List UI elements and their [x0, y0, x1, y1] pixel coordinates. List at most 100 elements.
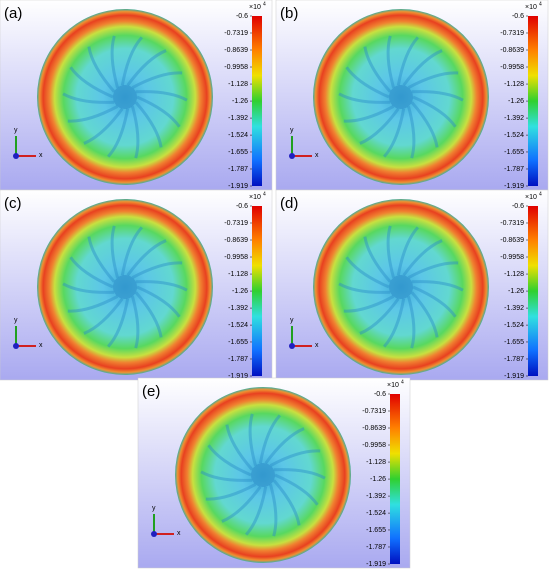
z-axis-dot	[289, 153, 295, 159]
colorbar-tick-label: -0.6	[236, 13, 248, 20]
swirl	[131, 71, 183, 89]
z-axis-dot	[151, 531, 157, 537]
colorbar-exponent: 4	[539, 1, 542, 7]
colorbar-tick-label: -1.787	[366, 544, 386, 551]
colorbar-tick-label: -0.9958	[224, 254, 248, 261]
colorbar-exponent: 4	[539, 191, 542, 197]
dome-center	[251, 463, 275, 487]
swirl	[225, 424, 254, 471]
axis-label-x: x	[39, 152, 43, 159]
colorbar-tick-label: -1.787	[504, 356, 524, 363]
colorbar-tick-label: -1.524	[366, 510, 386, 517]
swirl	[205, 483, 257, 501]
swirl	[135, 90, 188, 102]
swirl	[120, 226, 144, 276]
colorbar	[390, 394, 400, 564]
colorbar-tick-label: -0.9958	[500, 254, 524, 261]
colorbar-tick-label: -1.128	[228, 81, 248, 88]
colorbar-tick-label: -1.392	[504, 115, 524, 122]
swirl	[110, 225, 119, 279]
swirl	[87, 46, 116, 93]
colorbar-tick-label: -1.26	[370, 476, 386, 483]
swirl	[135, 280, 188, 292]
colorbar-tick-label: -1.655	[504, 339, 524, 346]
panel-label: (d)	[280, 195, 298, 212]
colorbar-multiplier: ×10	[525, 4, 537, 11]
colorbar-tick-label: -0.7319	[224, 220, 248, 227]
swirl	[386, 35, 395, 89]
swirl	[273, 468, 326, 480]
swirl	[131, 105, 140, 159]
colorbar-multiplier: ×10	[525, 194, 537, 201]
swirl	[136, 95, 181, 128]
z-axis-dot	[289, 343, 295, 349]
colorbar-tick-label: -1.128	[504, 81, 524, 88]
axis-label-x: x	[39, 342, 43, 349]
colorbar-tick-label: -1.655	[366, 527, 386, 534]
colorbar-tick-label: -1.524	[504, 322, 524, 329]
panel-label: (a)	[4, 5, 22, 22]
axis-label-y: y	[14, 317, 18, 324]
axis-label-x: x	[315, 152, 319, 159]
swirl	[69, 256, 114, 289]
swirl	[106, 108, 130, 158]
colorbar-tick-label: -1.919	[228, 183, 248, 190]
colorbar-tick-label: -1.26	[232, 98, 248, 105]
swirl	[83, 297, 124, 335]
colorbar-tick-label: -1.919	[366, 561, 386, 568]
colorbar	[252, 206, 262, 376]
colorbar-tick-label: -0.9958	[224, 64, 248, 71]
swirl	[396, 36, 420, 86]
colorbar-tick-label: -1.787	[228, 166, 248, 173]
dome-center	[389, 85, 413, 109]
swirl	[272, 479, 301, 526]
swirl	[396, 226, 420, 276]
colorbar-tick-label: -1.392	[228, 115, 248, 122]
colorbar-tick-label: -1.26	[508, 98, 524, 105]
panel-label: (b)	[280, 5, 298, 22]
swirl	[363, 46, 392, 93]
panel-label: (c)	[4, 195, 22, 212]
colorbar-tick-label: -1.655	[228, 339, 248, 346]
panel: (b) ×10 4 -0.6 -0.7319 -0.8639 -0.9958 -1.128 -1…	[275, 0, 549, 191]
panel: (c) ×10 4 -0.6 -0.7319 -0.8639 -0.9958 -1.128 -1…	[0, 189, 273, 381]
colorbar-tick-label: -0.7319	[362, 408, 386, 415]
colorbar-tick-label: -0.7319	[224, 30, 248, 37]
swirl	[207, 444, 252, 477]
dome-center	[389, 275, 413, 299]
colorbar	[252, 16, 262, 186]
axis-label-y: y	[14, 127, 18, 134]
colorbar-tick-label: -1.787	[504, 166, 524, 173]
dome-center	[113, 85, 137, 109]
swirl	[62, 92, 115, 104]
swirl	[269, 449, 321, 467]
swirl	[264, 427, 305, 465]
swirl	[83, 107, 124, 145]
swirl	[382, 298, 406, 348]
colorbar-tick-label: -1.128	[504, 271, 524, 278]
colorbar-tick-label: -0.8639	[362, 425, 386, 432]
swirl	[402, 239, 443, 277]
panel-label: (e)	[142, 383, 160, 400]
swirl	[343, 295, 395, 313]
colorbar-tick-label: -1.524	[504, 132, 524, 139]
swirl	[126, 49, 167, 87]
z-axis-dot	[13, 343, 19, 349]
colorbar	[528, 16, 538, 186]
axis-label-x: x	[177, 530, 181, 537]
swirl	[131, 261, 183, 279]
colorbar	[528, 206, 538, 376]
colorbar-tick-label: -1.26	[508, 288, 524, 295]
z-axis-dot	[13, 153, 19, 159]
swirl	[134, 291, 163, 338]
swirl	[106, 298, 130, 348]
swirl	[386, 225, 395, 279]
colorbar-tick-label: -0.8639	[500, 237, 524, 244]
swirl	[131, 295, 140, 349]
colorbar-tick-label: -0.6	[374, 391, 386, 398]
axis-label-x: x	[315, 342, 319, 349]
axis-label-y: y	[290, 127, 294, 134]
colorbar-multiplier: ×10	[387, 382, 399, 389]
swirl	[407, 261, 459, 279]
colorbar-tick-label: -0.8639	[224, 237, 248, 244]
